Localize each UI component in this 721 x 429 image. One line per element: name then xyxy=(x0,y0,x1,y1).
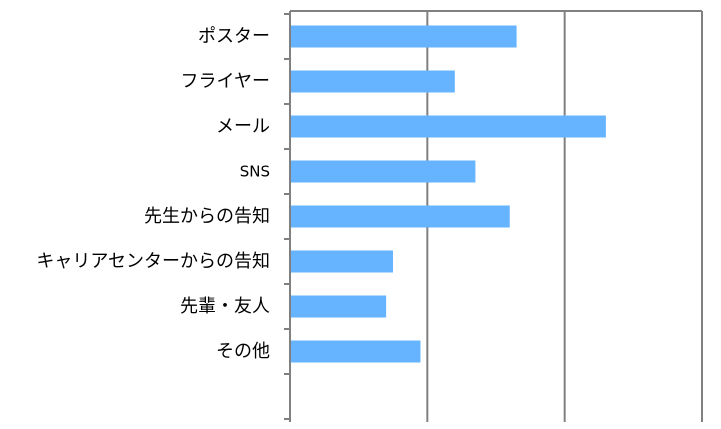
bar xyxy=(291,250,393,273)
bar xyxy=(291,115,606,138)
category-label: メール xyxy=(216,116,270,137)
bar xyxy=(291,340,421,363)
bars xyxy=(291,25,606,363)
bar xyxy=(291,160,476,183)
category-label: フライヤー xyxy=(181,71,270,92)
bar xyxy=(291,70,455,93)
category-label: キャリアセンターからの告知 xyxy=(36,251,270,272)
category-label: 先生からの告知 xyxy=(144,206,270,227)
bar xyxy=(291,205,510,228)
category-label: ポスター xyxy=(198,26,270,47)
category-label: SNS xyxy=(240,163,270,181)
bar xyxy=(291,25,517,48)
bar xyxy=(291,295,387,318)
category-label: その他 xyxy=(216,341,270,362)
category-label: 先輩・友人 xyxy=(180,296,270,317)
